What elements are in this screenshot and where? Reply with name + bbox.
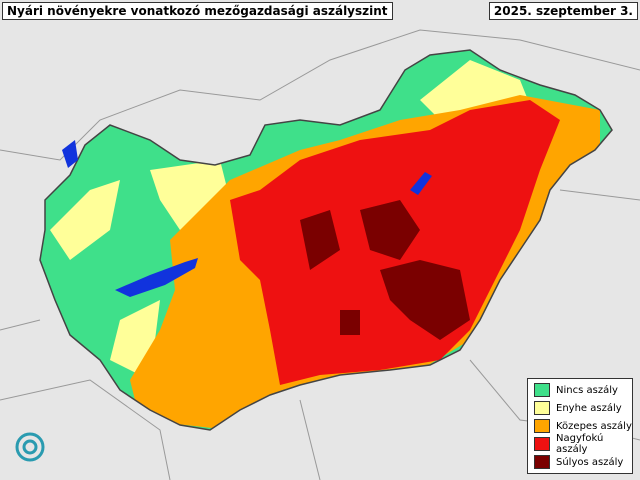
map-title: Nyári növényekre vonatkozó mezőgazdasági… bbox=[2, 2, 393, 20]
legend-swatch bbox=[534, 455, 550, 469]
legend-item: Közepes aszály bbox=[528, 417, 632, 435]
legend-swatch bbox=[534, 401, 550, 415]
legend: Nincs aszály Enyhe aszály Közepes aszály Na… bbox=[527, 378, 633, 474]
logo bbox=[15, 432, 45, 462]
legend-label: Nagyfokú aszály bbox=[556, 433, 604, 455]
legend-item: Nincs aszály bbox=[528, 381, 632, 399]
legend-item: Súlyos aszály bbox=[528, 453, 632, 471]
legend-swatch bbox=[534, 419, 550, 433]
legend-label: Közepes aszály bbox=[556, 420, 632, 432]
legend-label: Súlyos aszály bbox=[556, 456, 624, 468]
legend-swatch bbox=[534, 437, 550, 451]
map-date: 2025. szeptember 3. bbox=[488, 2, 638, 20]
legend-label: Enyhe aszály bbox=[556, 402, 622, 414]
legend-item: Enyhe aszály bbox=[528, 399, 632, 417]
lakes bbox=[62, 140, 432, 297]
legend-item: Nagyfokú aszály bbox=[528, 433, 632, 455]
legend-swatch bbox=[534, 383, 550, 397]
legend-label: Nincs aszály bbox=[556, 384, 618, 396]
